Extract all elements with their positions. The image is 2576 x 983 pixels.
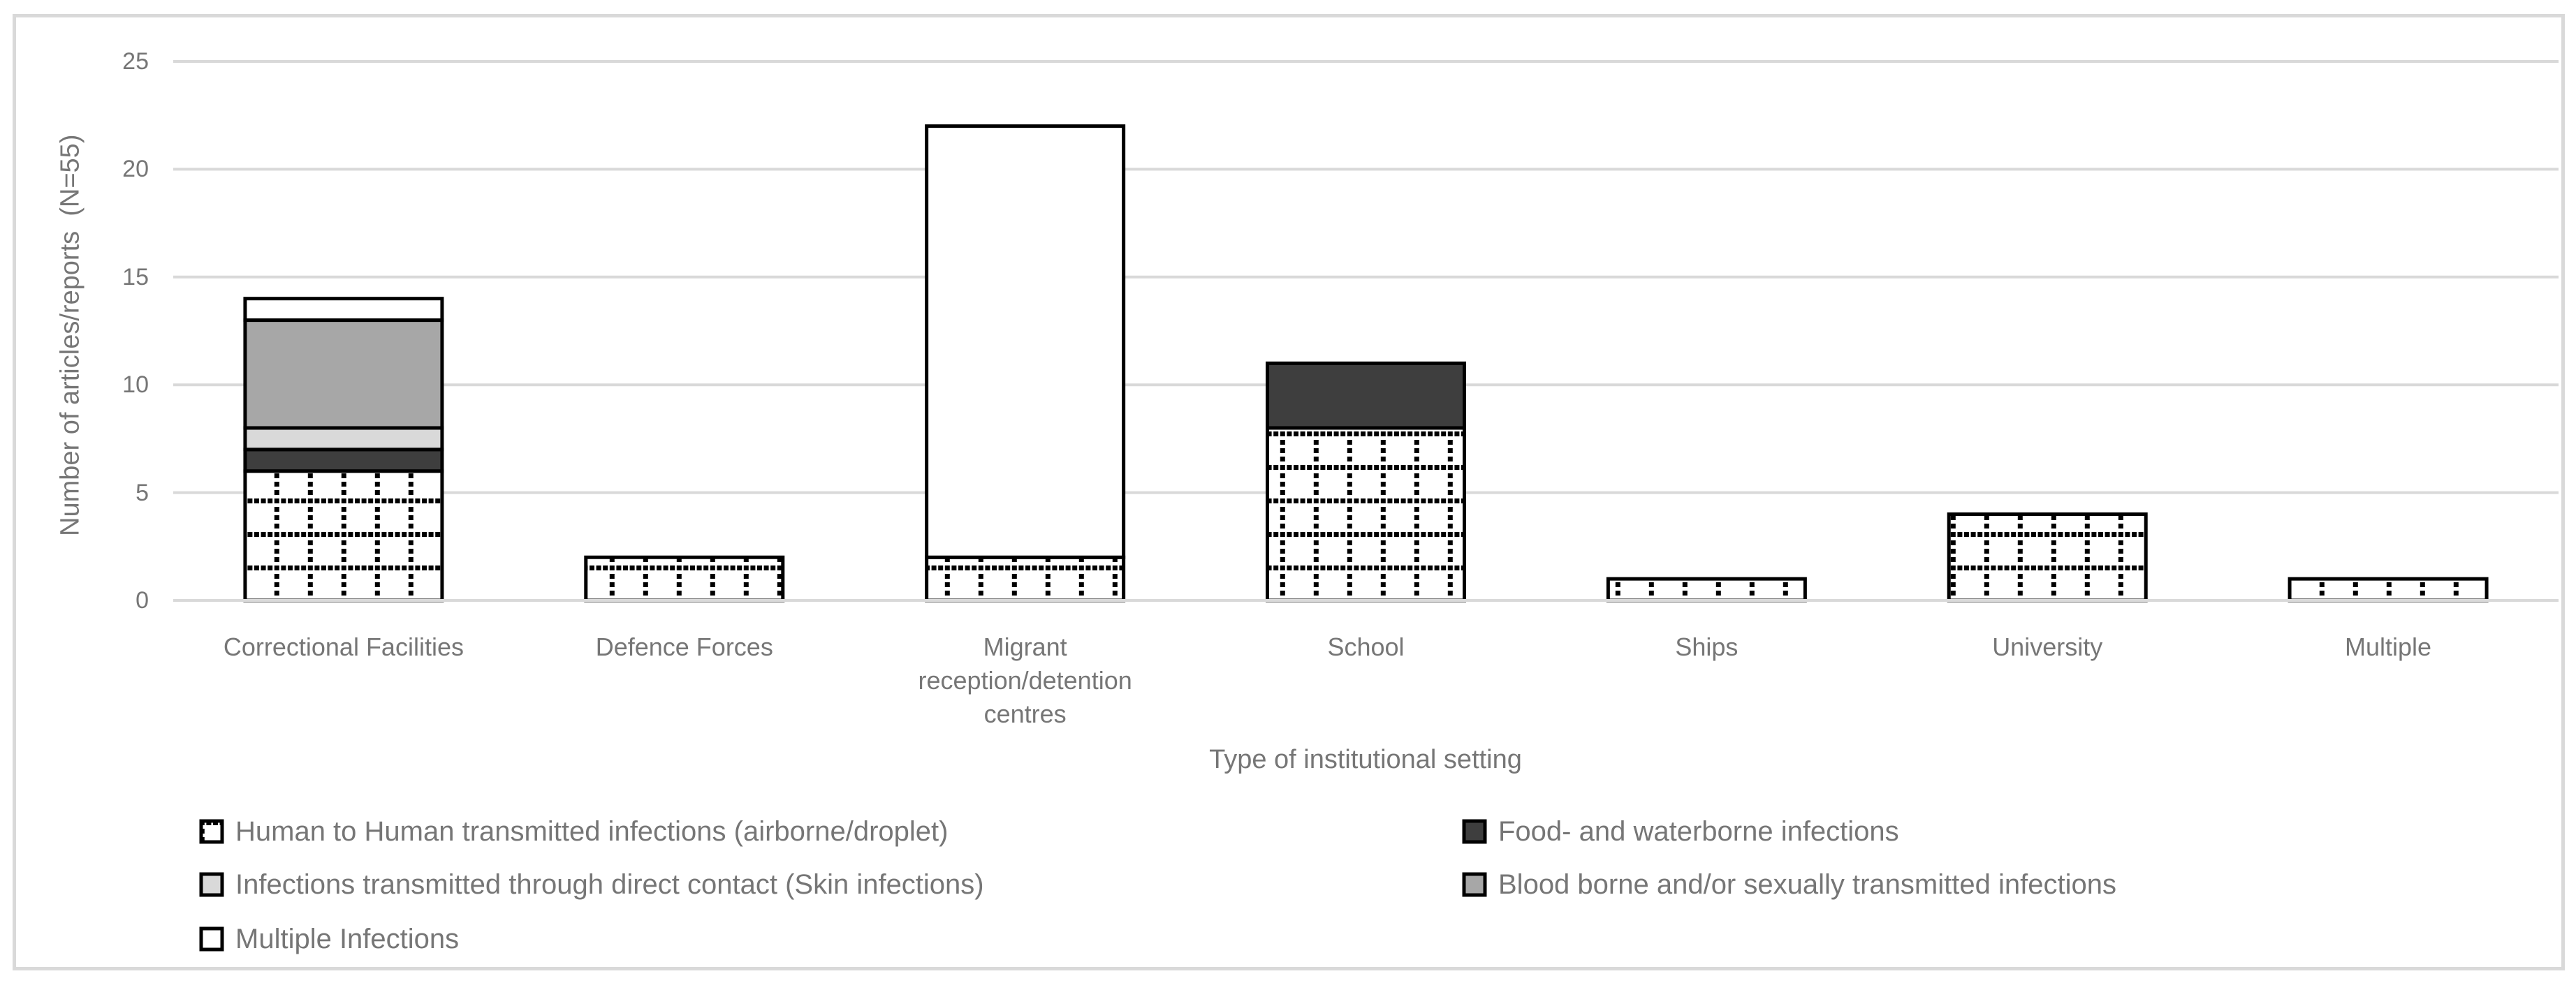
y-tick-label: 20: [122, 156, 149, 183]
x-axis-title: Type of institutional setting: [1209, 745, 1522, 774]
bar-segment-h2h: [2288, 577, 2489, 603]
legend-item-h2h: Human to Human transmitted infections (a…: [199, 816, 948, 847]
bar-segment-multiple: [243, 297, 444, 323]
category-label: Ships: [1675, 633, 1739, 661]
bar-segment-food: [1266, 361, 1466, 430]
y-tick-label: 0: [136, 587, 149, 614]
bar-segment-skin: [243, 426, 444, 452]
legend-swatch-food: [1462, 819, 1487, 844]
bar-segment-h2h: [1947, 512, 2148, 603]
category-label: Multiple: [2345, 633, 2432, 661]
category-label: Migrant reception/detention centres: [918, 633, 1132, 728]
category-label: School: [1327, 633, 1405, 661]
legend-swatch-blood: [1462, 872, 1487, 897]
legend-swatch-skin: [199, 872, 224, 897]
legend-label: Multiple Infections: [235, 923, 460, 954]
y-tick-labels: 0 5 10 15 20 25: [16, 17, 2561, 967]
bar-segment-blood: [243, 318, 444, 430]
chart-frame: Number of articles/reports (N=55) 0 5 10 15…: [13, 14, 2565, 970]
category-label: Defence Forces: [595, 633, 773, 661]
y-tick-label: 15: [122, 263, 149, 290]
bar-segment-h2h: [925, 555, 1126, 603]
y-tick-label: 25: [122, 48, 149, 75]
legend-label: Food- and waterborne infections: [1498, 815, 1899, 847]
legend-label: Infections transmitted through direct co…: [235, 869, 984, 900]
y-tick-label: 10: [122, 371, 149, 399]
legend-swatch-multiple: [199, 926, 224, 952]
legend-item-multiple: Multiple Infections: [199, 924, 459, 954]
bar-segment-multiple: [925, 124, 1126, 559]
legend-label: Blood borne and/or sexually transmitted …: [1498, 869, 2116, 900]
legend-item-food: Food- and waterborne infections: [1462, 816, 1899, 847]
plot-area: [173, 60, 2559, 603]
legend-item-skin: Infections transmitted through direct co…: [199, 869, 984, 900]
bar-segment-h2h: [584, 555, 785, 603]
legend-item-blood: Blood borne and/or sexually transmitted …: [1462, 869, 2116, 900]
legend-label: Human to Human transmitted infections (a…: [235, 815, 949, 847]
y-tick-label: 5: [136, 479, 149, 506]
category-label: University: [1992, 633, 2103, 661]
x-category-labels: Correctional Facilities Defence Forces Mig…: [16, 17, 2561, 967]
legend: Human to Human transmitted infections (a…: [16, 17, 2561, 967]
category-label: Correctional Facilities: [223, 633, 464, 661]
legend-swatch-h2h: [199, 819, 224, 844]
bar-segment-h2h: [243, 469, 444, 603]
